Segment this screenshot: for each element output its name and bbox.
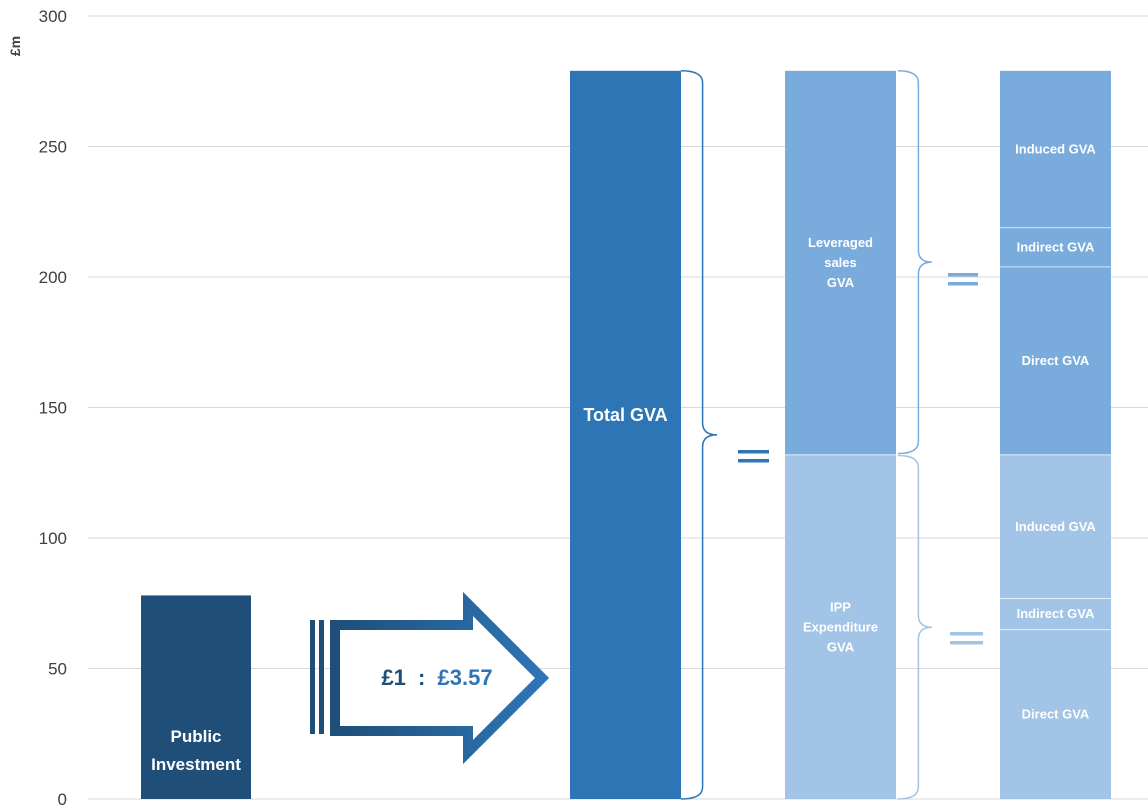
arrow-stripe-1	[310, 620, 315, 734]
brace-total-gva	[680, 70, 718, 800]
y-tick-label: 0	[58, 790, 67, 807]
equals-sign-ipp-bar-top	[950, 632, 983, 636]
arrow-stripe-2	[319, 620, 324, 734]
bar-gva-split-segment-2	[785, 70, 896, 455]
y-tick-label: 50	[48, 660, 67, 679]
ratio-left: £1	[381, 665, 405, 690]
y-tick-label: 200	[39, 268, 67, 287]
bar-gva-detail-segment-2	[1000, 598, 1111, 630]
bar-gva-detail-segment-4-label: Direct GVA	[1022, 353, 1090, 368]
bar-gva-detail-segment-2-label: Indirect GVA	[1017, 606, 1095, 621]
bar-gva-detail-segment-1-label: Direct GVA	[1022, 707, 1090, 722]
bar-gva-detail-segment-3-label: Induced GVA	[1015, 519, 1096, 534]
y-tick-label: 100	[39, 529, 67, 548]
bar-gva-split-segment-2-label: Leveraged sales GVA	[808, 235, 873, 290]
equals-sign-leveraged-bar-top	[948, 273, 978, 277]
equals-sign-leveraged	[948, 273, 978, 286]
bar-total-gva-label: Total GVA	[583, 405, 667, 425]
braces	[680, 70, 933, 800]
bar-gva-detail-segment-5	[1000, 227, 1111, 267]
equals-sign-total-bar-top	[738, 450, 769, 454]
ratio-separator: :	[418, 665, 425, 690]
y-tick-labels: 0 50 100 150 200 250 300	[39, 7, 67, 807]
bar-gva-split-segment-1	[785, 454, 896, 799]
equals-sign-total-bar-bottom	[738, 459, 769, 463]
bar-public-investment-label: Public Investment	[151, 727, 241, 774]
bar-gva-detail-segment-6	[1000, 70, 1111, 228]
arrow-shape	[330, 591, 550, 765]
ratio-text: £1 : £3.57	[381, 665, 492, 690]
bar-gva-detail-segment-5-label: Indirect GVA	[1017, 240, 1095, 255]
bar-total-gva-segment-1	[570, 70, 681, 799]
bar-gva-detail-segment-6-label: Induced GVA	[1015, 142, 1096, 157]
equals-sign-total	[738, 450, 769, 463]
brace-ipp-expenditure	[897, 454, 933, 800]
y-axis-label: £m	[7, 36, 23, 56]
bar-public-investment-segment-1	[141, 595, 251, 799]
bars: Public Investment Total GVA IPP Expenditure G…	[141, 70, 1111, 799]
equals-signs	[738, 273, 983, 645]
ratio-arrow: £1 : £3.57	[310, 591, 550, 765]
y-tick-label: 250	[39, 138, 67, 157]
y-tick-label: 300	[39, 7, 67, 26]
bar-gva-detail-segment-1	[1000, 629, 1111, 799]
bar-gva-detail-segment-4	[1000, 266, 1111, 455]
equals-sign-ipp-bar-bottom	[950, 641, 983, 645]
ratio-right: £3.57	[438, 665, 493, 690]
equals-sign-leveraged-bar-bottom	[948, 282, 978, 286]
bar-gva-detail-segment-3	[1000, 454, 1111, 599]
equals-sign-ipp	[950, 632, 983, 645]
bar-gva-split-segment-1-label: IPP Expenditure GVA	[803, 599, 878, 654]
y-tick-label: 150	[39, 399, 67, 418]
brace-leveraged-sales	[897, 70, 933, 455]
